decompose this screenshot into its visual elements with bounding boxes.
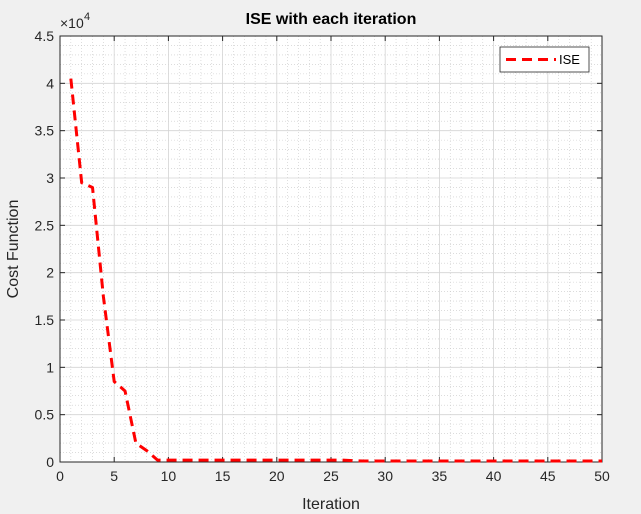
y-tick-label: 3 [46, 170, 54, 186]
x-tick-label: 0 [56, 468, 64, 484]
x-tick-label: 45 [540, 468, 556, 484]
x-tick-label: 40 [486, 468, 502, 484]
y-axis-label: Cost Function [5, 200, 22, 299]
y-exponent-power: 4 [84, 11, 90, 23]
y-tick-label: 2.5 [35, 217, 55, 233]
x-axis-label: Iteration [302, 496, 360, 513]
y-tick-label: 2 [46, 265, 54, 281]
y-axis: 0 0.5 1 1.5 2 2.5 3 3.5 4 4.5 [35, 28, 602, 470]
y-tick-label: 3.5 [35, 123, 55, 139]
x-tick-label: 25 [323, 468, 339, 484]
y-tick-label: 1.5 [35, 312, 55, 328]
x-tick-label: 30 [377, 468, 393, 484]
series-layer [69, 78, 602, 463]
chart-title: ISE with each iteration [246, 11, 417, 28]
x-tick-label: 20 [269, 468, 285, 484]
x-tick-label: 5 [110, 468, 118, 484]
y-tick-label: 1 [46, 359, 54, 375]
y-tick-label: 0.5 [35, 407, 55, 423]
x-tick-label: 50 [594, 468, 610, 484]
x-tick-label: 15 [215, 468, 231, 484]
y-exponent-base: ×10 [60, 15, 84, 31]
series-line-ise [69, 78, 602, 463]
x-tick-label: 10 [161, 468, 177, 484]
legend: ISE [499, 46, 590, 73]
y-tick-label: 4 [46, 75, 54, 91]
x-axis: 0 5 10 15 20 25 30 35 40 45 50 [56, 36, 610, 484]
x-tick-label: 35 [432, 468, 448, 484]
y-exponent: ×10 4 [60, 11, 90, 31]
y-tick-label: 4.5 [35, 28, 55, 44]
y-tick-label: 0 [46, 454, 54, 470]
legend-label-ise: ISE [559, 52, 580, 67]
